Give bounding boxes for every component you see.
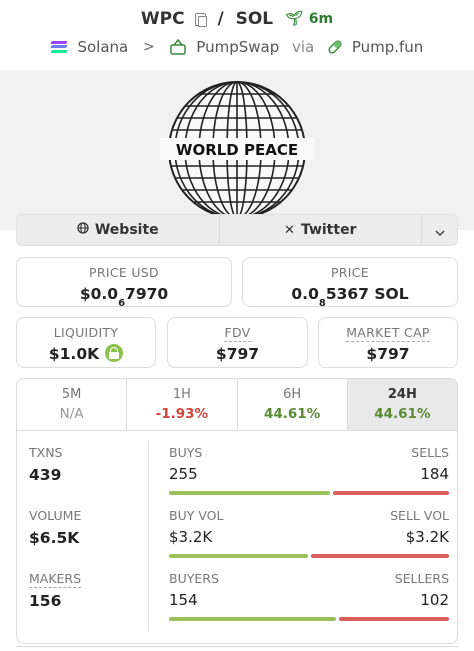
timeframe-tabs: 5M N/A 1H -1.93% 6H 44.61% 24H 44.61%	[17, 379, 457, 431]
sell-vol-label: SELL VOL	[390, 508, 449, 523]
pair-header: WPC / SOL 🌱︎ 6m Solana > PumpSwap via Pu…	[0, 0, 474, 70]
sells-label: SELLS	[411, 445, 449, 460]
volume-label: VOLUME	[29, 508, 82, 523]
buyers-sellers-bar	[169, 617, 449, 621]
price-usd-value: $0.067970	[79, 285, 169, 310]
liquidity-value: $1.0K	[17, 343, 155, 364]
buys-value: 255	[169, 465, 198, 483]
tab-24h[interactable]: 24H 44.61%	[347, 379, 457, 430]
txns-label: TXNS	[29, 445, 63, 460]
tab-5m-label: 5M	[61, 387, 82, 402]
chevron-right-icon: >	[143, 38, 155, 55]
buy-sell-volume-bar	[169, 554, 449, 558]
price-usd-label: PRICE USD	[89, 265, 159, 280]
tab-5m-change: N/A	[59, 406, 84, 422]
tab-1h-change: -1.93%	[155, 406, 209, 422]
volume-stat: VOLUME $6.5K	[29, 508, 81, 547]
tab-1h-label: 1H	[172, 387, 191, 402]
buy-vol-label: BUY VOL	[169, 508, 224, 523]
txns-stat: TXNS 439	[29, 445, 62, 484]
website-label: Website	[94, 222, 159, 238]
lock-icon[interactable]	[105, 343, 124, 362]
fdv-label[interactable]: FDV	[224, 325, 251, 342]
sprout-icon: 🌱︎	[285, 11, 303, 27]
world-peace-globe-image: WORLD PEACE	[160, 81, 314, 219]
launchpad-link[interactable]: Pump.fun	[351, 37, 424, 56]
price-native-box: PRICE 0.085367 SOL	[242, 257, 458, 310]
twitter-label: Twitter	[300, 222, 357, 238]
buys-sells-bar	[169, 491, 449, 495]
makers-value: 156	[29, 592, 62, 610]
fdv-value: $797	[215, 345, 260, 363]
price-native-label: PRICE	[330, 265, 370, 280]
sells-value: 184	[420, 465, 449, 483]
pumpfun-pill-icon	[327, 39, 343, 55]
tab-5m[interactable]: 5M N/A	[17, 379, 128, 430]
market-cap-label[interactable]: MARKET CAP	[346, 325, 430, 342]
tab-6h[interactable]: 6H 44.61%	[238, 379, 348, 430]
price-usd-box: PRICE USD $0.067970	[16, 257, 232, 310]
token-banner: WORLD PEACE	[0, 70, 474, 230]
quote-token-symbol: SOL	[235, 9, 274, 29]
buys-label: BUYS	[169, 445, 203, 460]
banner-text: WORLD PEACE	[176, 141, 298, 159]
volume-value: $6.5K	[29, 529, 80, 547]
price-native-value: 0.085367 SOL	[291, 285, 409, 310]
liquidity-label: LIQUIDITY	[53, 325, 119, 340]
solana-icon	[49, 40, 68, 53]
liquidity-box: LIQUIDITY $1.0K	[16, 317, 156, 368]
stats-divider	[148, 441, 149, 631]
website-button[interactable]: Website	[17, 215, 219, 245]
buys-sells-stat: BUYS SELLS 255 184	[169, 445, 449, 495]
buyers-value: 154	[169, 591, 198, 609]
pair-separator: /	[217, 9, 224, 29]
market-cap-value: $797	[366, 345, 410, 363]
social-links-bar: Website ✕ Twitter	[16, 214, 458, 246]
chain-link[interactable]: Solana	[77, 37, 129, 56]
base-token-symbol: WPC	[140, 9, 185, 29]
more-links-button[interactable]	[421, 215, 457, 245]
tab-1h[interactable]: 1H -1.93%	[127, 379, 238, 430]
stats-card: 5M N/A 1H -1.93% 6H 44.61% 24H 44.61% TX…	[16, 378, 458, 644]
sellers-label: SELLERS	[394, 571, 449, 586]
buyers-label: BUYERS	[169, 571, 219, 586]
tab-24h-label: 24H	[387, 387, 417, 402]
twitter-button[interactable]: ✕ Twitter	[220, 215, 422, 245]
x-logo-icon: ✕	[284, 222, 295, 238]
copy-icon[interactable]	[194, 12, 207, 27]
buy-sell-volume-stat: BUY VOL SELL VOL $3.2K $3.2K	[169, 508, 449, 558]
buyers-sellers-stat: BUYERS SELLERS 154 102	[169, 571, 449, 621]
fdv-box: FDV $797	[167, 317, 308, 368]
pair-title: WPC / SOL 🌱︎ 6m	[0, 9, 474, 29]
sellers-value: 102	[420, 591, 449, 609]
makers-label[interactable]: MAKERS	[29, 571, 82, 588]
tab-6h-change: 44.61%	[264, 406, 321, 422]
next-card-edge	[16, 646, 458, 651]
tab-24h-change: 44.61%	[374, 406, 431, 422]
globe-icon	[77, 222, 89, 238]
tab-6h-label: 6H	[283, 387, 302, 402]
txns-value: 439	[29, 466, 62, 484]
chevron-down-icon	[434, 221, 445, 240]
pair-age: 6m	[308, 11, 334, 27]
breadcrumb: Solana > PumpSwap via Pump.fun	[0, 37, 474, 56]
makers-stat: MAKERS 156	[29, 571, 82, 610]
sell-vol-value: $3.2K	[405, 528, 449, 546]
buy-vol-value: $3.2K	[169, 528, 213, 546]
via-text: via	[292, 37, 315, 56]
dex-link[interactable]: PumpSwap	[196, 37, 280, 56]
pumpswap-icon	[169, 38, 186, 55]
market-cap-box: MARKET CAP $797	[318, 317, 458, 368]
